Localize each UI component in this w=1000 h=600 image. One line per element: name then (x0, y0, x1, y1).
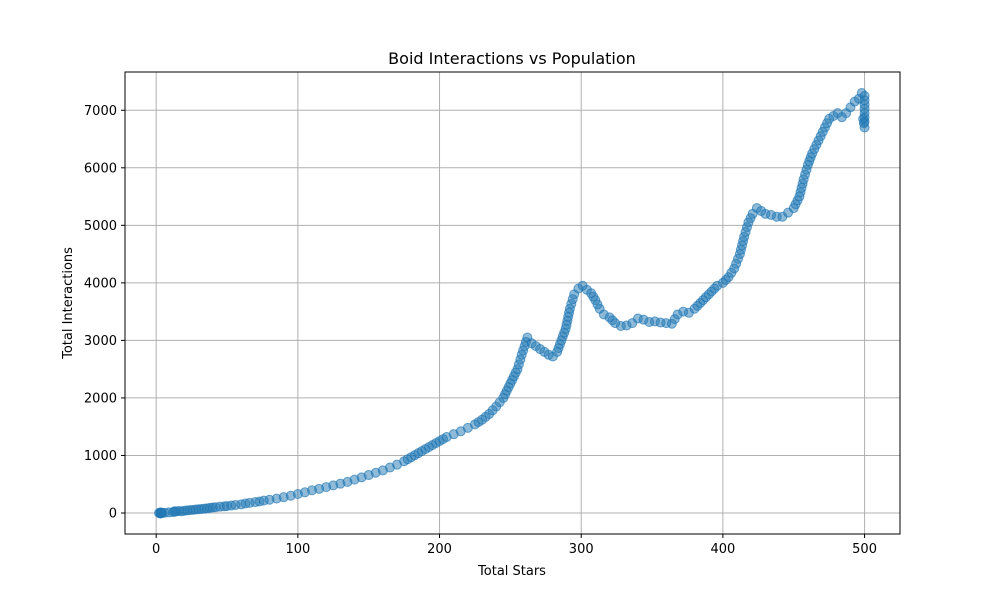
x-tick-label: 200 (427, 542, 452, 557)
y-tick-label: 3000 (84, 334, 117, 349)
x-axis-ticks: 0 100 200 300 400 500 (152, 534, 877, 557)
y-tick-label: 1000 (84, 449, 117, 464)
y-tick-label: 7000 (84, 104, 117, 119)
x-tick-label: 0 (152, 542, 160, 557)
y-axis-ticks: 0 1000 2000 3000 4000 5000 6000 7000 (84, 104, 125, 522)
x-tick-label: 500 (852, 542, 877, 557)
chart-title: Boid Interactions vs Population (388, 49, 636, 68)
y-axis-label: Total Interactions (61, 247, 76, 360)
data-point (858, 113, 869, 124)
y-tick-label: 5000 (84, 219, 117, 234)
grid-lines (125, 72, 900, 534)
y-tick-label: 0 (109, 507, 117, 522)
y-tick-label: 6000 (84, 161, 117, 176)
plot-frame (124, 71, 901, 535)
scatter-points (154, 88, 870, 519)
x-tick-label: 400 (710, 542, 735, 557)
x-tick-label: 300 (569, 542, 594, 557)
y-tick-label: 2000 (84, 391, 117, 406)
x-tick-label: 100 (285, 542, 310, 557)
x-axis-label: Total Stars (477, 564, 546, 579)
y-tick-label: 4000 (84, 276, 117, 291)
